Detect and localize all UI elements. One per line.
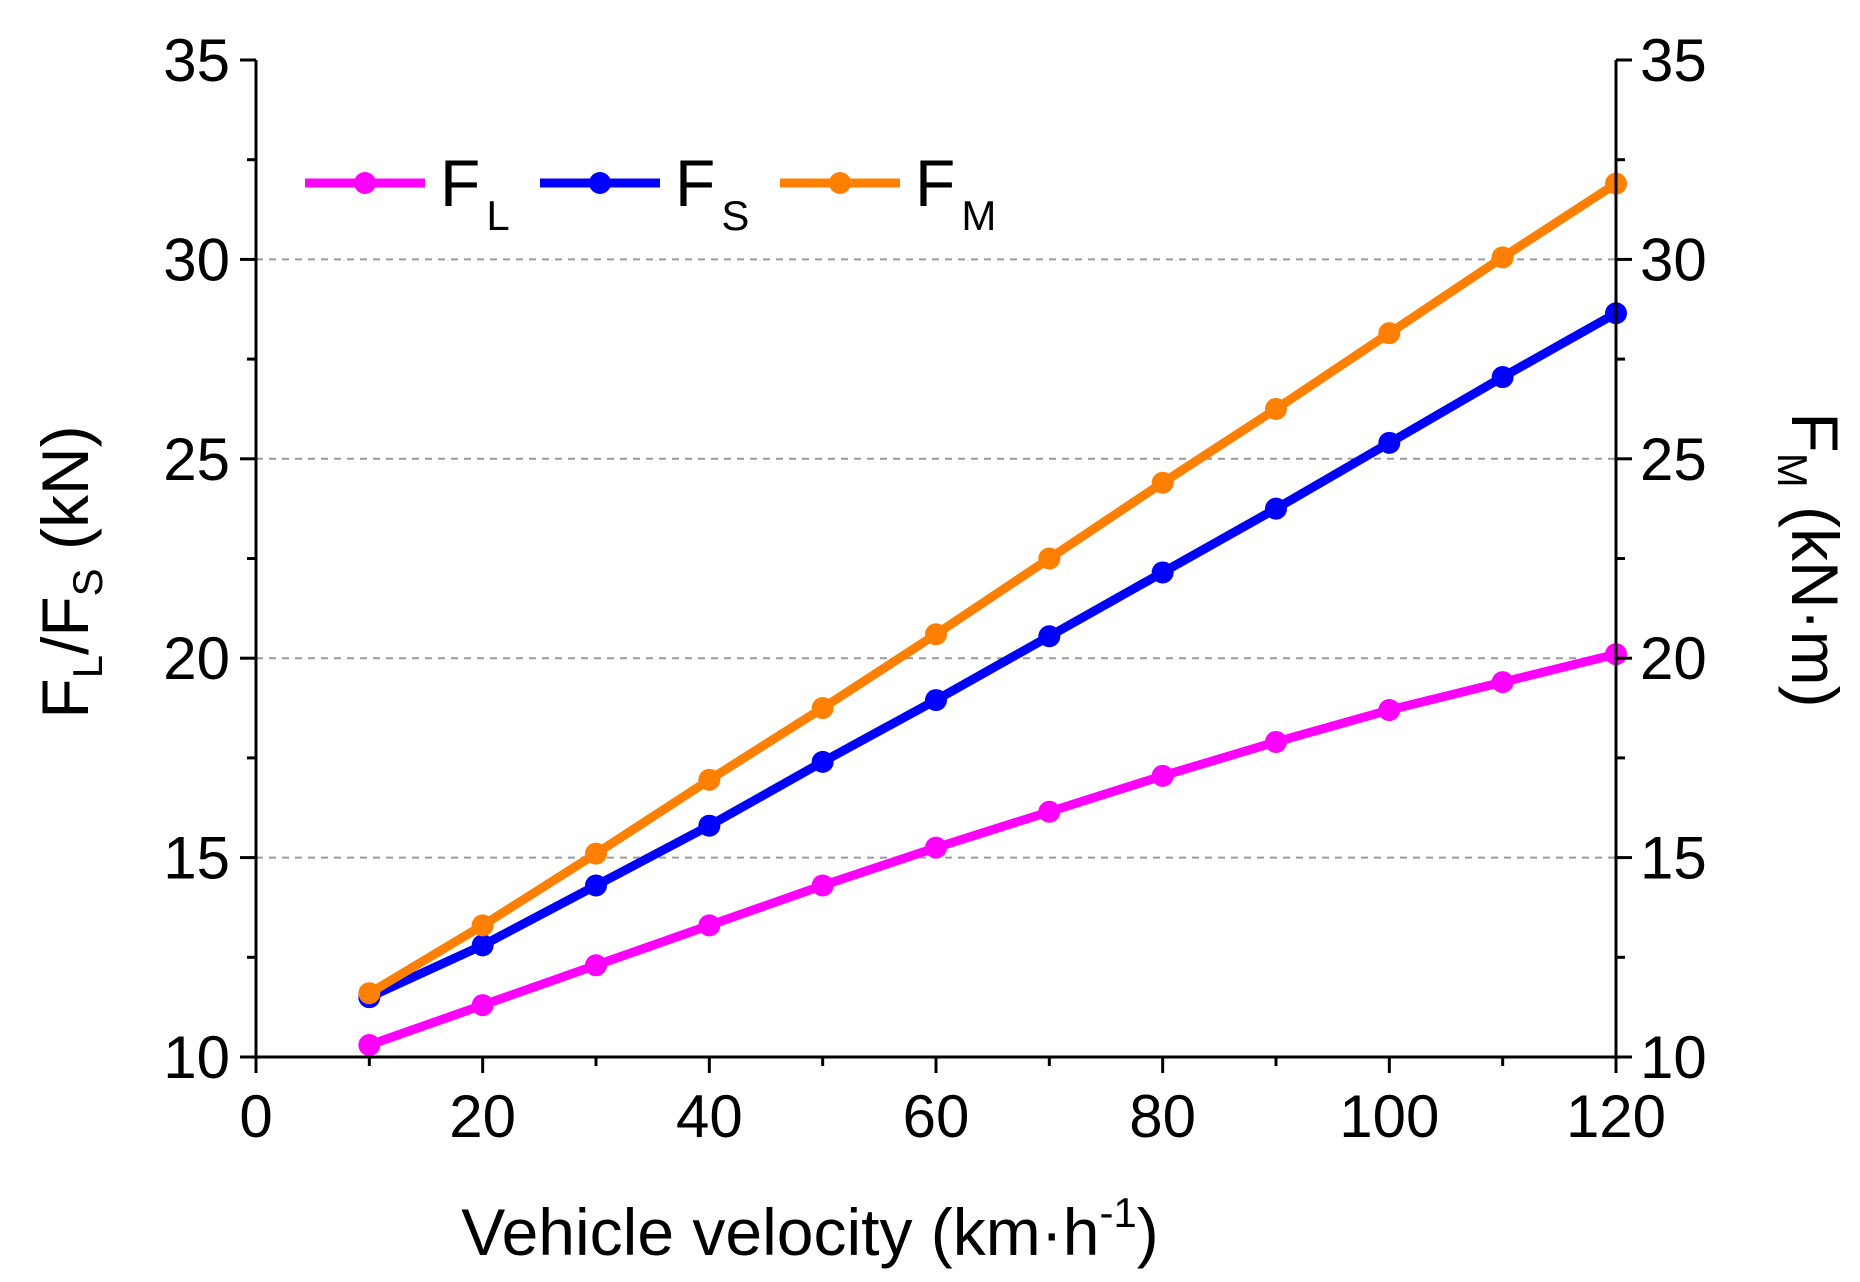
y-right-tick-label-25: 25 bbox=[1640, 426, 1707, 493]
y-left-tick-label-20: 20 bbox=[163, 625, 230, 692]
data-point-fm-60 bbox=[925, 623, 947, 646]
data-point-fm-20 bbox=[471, 914, 494, 937]
data-point-fm-80 bbox=[1151, 471, 1174, 494]
legend-marker-fl bbox=[354, 172, 376, 194]
data-point-fm-30 bbox=[585, 842, 607, 865]
data-point-fs-100 bbox=[1378, 431, 1401, 454]
data-point-fm-70 bbox=[1038, 547, 1061, 570]
data-point-fl-100 bbox=[1378, 699, 1401, 722]
data-point-fm-100 bbox=[1378, 322, 1401, 345]
grid-lines bbox=[256, 258, 1616, 859]
data-point-fs-60 bbox=[925, 689, 947, 712]
y-axis-right-label: FM (kN·m) bbox=[1769, 412, 1852, 707]
data-point-fl-10 bbox=[358, 1034, 381, 1057]
data-point-fs-50 bbox=[811, 750, 834, 773]
y-right-tick-label-15: 15 bbox=[1640, 825, 1707, 892]
series-line-fm bbox=[367, 179, 1619, 998]
y-right-tick-label-35: 35 bbox=[1640, 27, 1707, 94]
x-tick-label-120: 120 bbox=[1566, 1083, 1666, 1150]
y-left-tick-label-15: 15 bbox=[163, 825, 230, 892]
y-left-tick-label-10: 10 bbox=[163, 1024, 230, 1091]
y-axis-left-label: FL/FS (kN) bbox=[28, 425, 111, 718]
x-tick-label-20: 20 bbox=[449, 1083, 516, 1150]
data-point-fs-110 bbox=[1491, 366, 1514, 389]
data-point-fs-40 bbox=[698, 814, 721, 837]
data-point-fm-10 bbox=[358, 982, 381, 1005]
x-tick-label-40: 40 bbox=[676, 1083, 743, 1150]
y-right-tick-label-30: 30 bbox=[1640, 226, 1707, 293]
y-right-tick-label-10: 10 bbox=[1640, 1024, 1707, 1091]
data-point-fl-60 bbox=[925, 836, 947, 859]
data-point-fl-40 bbox=[698, 914, 721, 937]
data-point-fs-20 bbox=[471, 934, 494, 957]
data-point-fm-50 bbox=[811, 697, 834, 720]
x-tick-label-80: 80 bbox=[1129, 1083, 1196, 1150]
data-point-fl-80 bbox=[1151, 764, 1174, 787]
data-point-fl-50 bbox=[811, 874, 834, 897]
data-point-fm-110 bbox=[1491, 246, 1514, 269]
series-layer bbox=[358, 172, 1627, 1057]
legend-marker-fm bbox=[829, 172, 851, 194]
y-left-tick-label-25: 25 bbox=[163, 426, 230, 493]
data-point-fl-70 bbox=[1038, 800, 1061, 823]
data-point-fm-90 bbox=[1265, 397, 1287, 420]
x-axis-label: Vehicle velocity (km·h-1) bbox=[461, 1189, 1159, 1269]
data-point-fs-70 bbox=[1038, 625, 1061, 648]
y-right-tick-label-20: 20 bbox=[1640, 625, 1707, 692]
series-line-fl bbox=[367, 649, 1618, 1050]
legend-marker-fs bbox=[589, 172, 611, 194]
x-tick-label-60: 60 bbox=[903, 1083, 970, 1150]
series-line-fs bbox=[367, 309, 1619, 1002]
data-point-fs-90 bbox=[1265, 497, 1287, 520]
data-point-fs-30 bbox=[585, 874, 607, 897]
x-tick-label-0: 0 bbox=[239, 1083, 272, 1150]
data-point-fm-40 bbox=[698, 768, 721, 791]
y-left-tick-label-30: 30 bbox=[163, 226, 230, 293]
x-tick-label-100: 100 bbox=[1339, 1083, 1439, 1150]
data-point-fl-30 bbox=[585, 954, 607, 977]
data-point-fl-110 bbox=[1491, 671, 1514, 694]
data-point-fl-20 bbox=[471, 994, 494, 1017]
y-left-tick-label-35: 35 bbox=[163, 27, 230, 94]
data-point-fl-90 bbox=[1265, 730, 1287, 753]
data-point-fs-80 bbox=[1151, 561, 1174, 584]
